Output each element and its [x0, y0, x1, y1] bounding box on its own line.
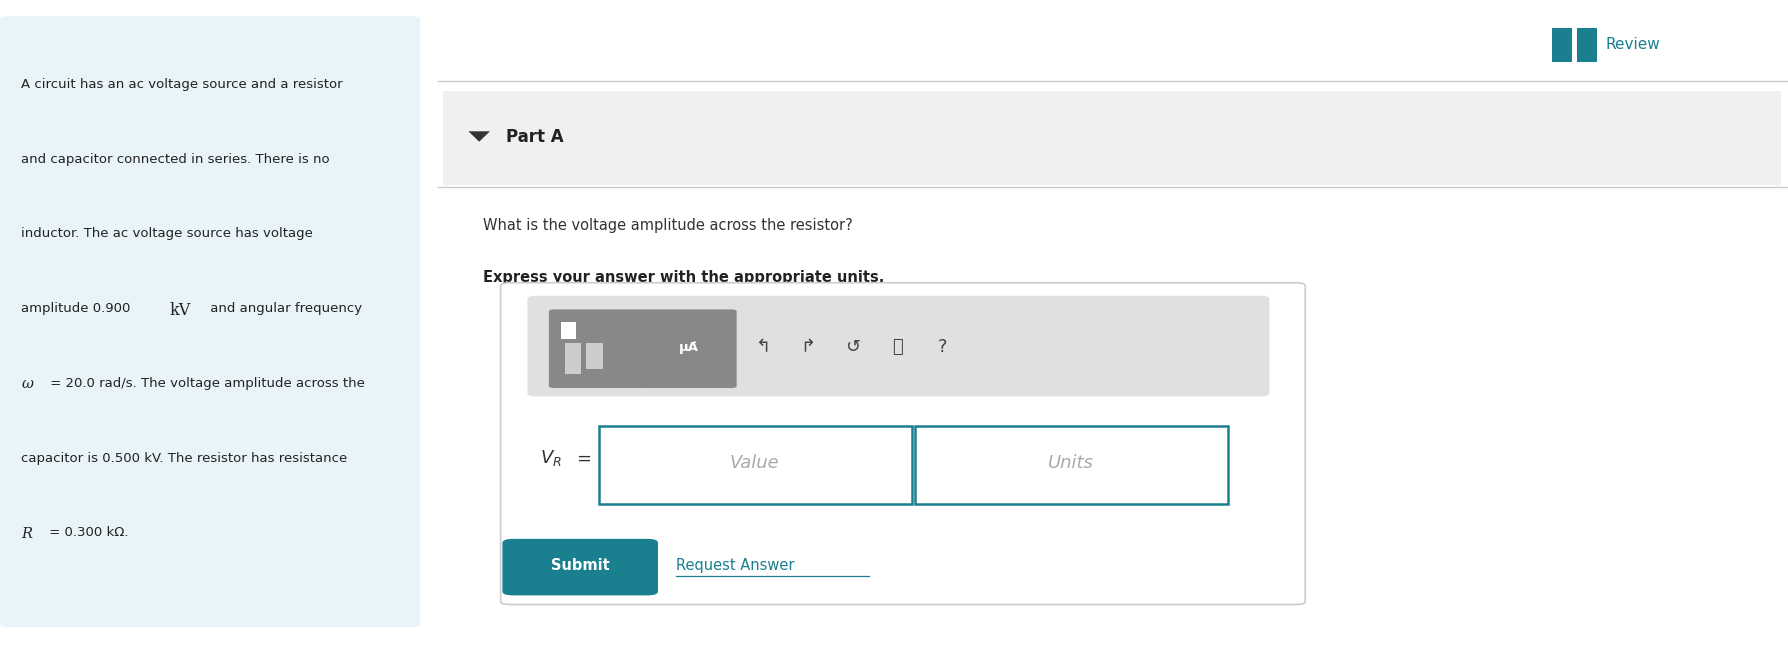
Text: Part A: Part A [506, 127, 563, 146]
Text: Value: Value [730, 454, 780, 473]
Text: amplitude 0.900: amplitude 0.900 [21, 302, 136, 315]
Text: capacitor is 0.500 kV. The resistor has resistance: capacitor is 0.500 kV. The resistor has … [21, 452, 347, 465]
Text: kV: kV [170, 302, 191, 319]
Text: ↰: ↰ [756, 338, 771, 356]
Text: ↺: ↺ [846, 338, 860, 356]
FancyBboxPatch shape [0, 16, 420, 627]
FancyBboxPatch shape [501, 283, 1305, 604]
Text: ⎕: ⎕ [892, 338, 903, 356]
FancyBboxPatch shape [443, 91, 1781, 185]
Text: Submit: Submit [551, 558, 610, 573]
Text: = 20.0 rad/s. The voltage amplitude across the: = 20.0 rad/s. The voltage amplitude acro… [46, 377, 365, 390]
Text: What is the voltage amplitude across the resistor?: What is the voltage amplitude across the… [483, 218, 853, 233]
Text: ↱: ↱ [801, 338, 815, 356]
Text: ?: ? [937, 338, 948, 356]
FancyBboxPatch shape [599, 426, 912, 504]
Text: $V_{R}$: $V_{R}$ [540, 448, 561, 468]
Text: Units: Units [1048, 454, 1094, 473]
FancyBboxPatch shape [915, 426, 1228, 504]
Polygon shape [468, 131, 490, 142]
Text: and angular frequency: and angular frequency [206, 302, 361, 315]
FancyBboxPatch shape [502, 539, 658, 595]
Text: inductor. The ac voltage source has voltage: inductor. The ac voltage source has volt… [21, 227, 313, 240]
Bar [561, 322, 576, 339]
Text: A circuit has an ac voltage source and a resistor: A circuit has an ac voltage source and a… [21, 78, 343, 91]
FancyBboxPatch shape [527, 296, 1269, 396]
Text: μȦ: μȦ [678, 341, 699, 354]
Text: = 0.300 kΩ.: = 0.300 kΩ. [45, 526, 129, 539]
Bar [1577, 28, 1597, 62]
Bar [565, 343, 581, 374]
Bar [1552, 28, 1572, 62]
Text: Express your answer with the appropriate units.: Express your answer with the appropriate… [483, 270, 883, 285]
FancyBboxPatch shape [640, 309, 737, 388]
Text: Request Answer: Request Answer [676, 558, 794, 573]
Text: and capacitor connected in series. There is no: and capacitor connected in series. There… [21, 153, 331, 166]
Text: ω: ω [21, 377, 34, 391]
FancyBboxPatch shape [549, 309, 645, 388]
Text: =: = [576, 449, 590, 467]
Text: Review: Review [1606, 36, 1661, 52]
Text: R: R [21, 526, 32, 541]
Bar [586, 343, 603, 369]
